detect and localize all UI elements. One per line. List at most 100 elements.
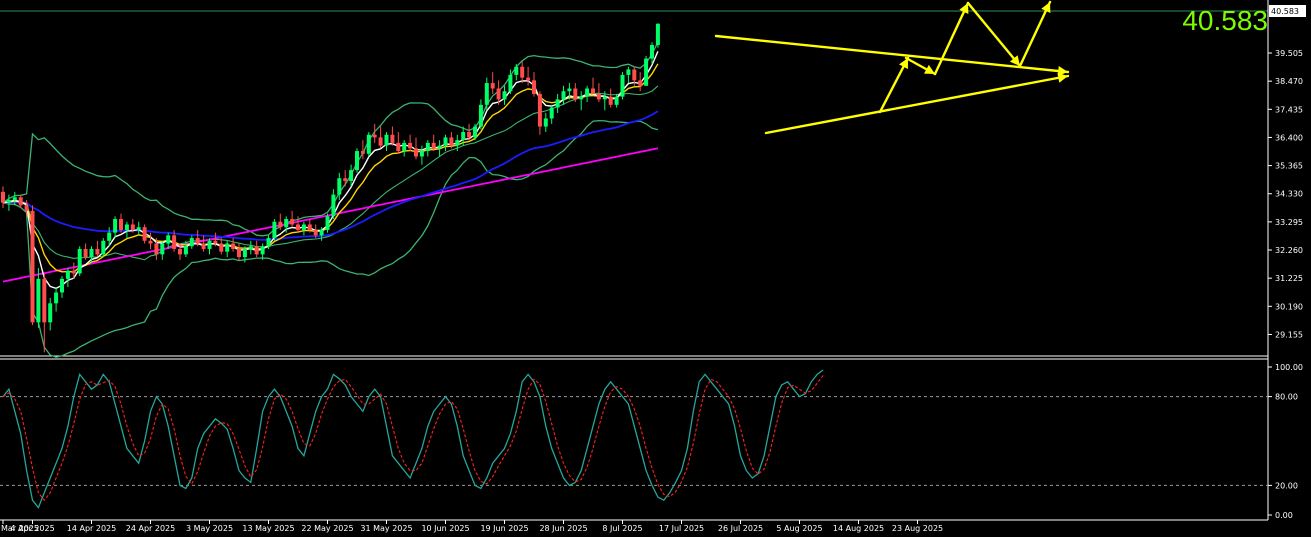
candle [337, 172, 342, 200]
candle [130, 219, 135, 233]
price-tick-label: 38.470 [1275, 77, 1303, 86]
candle-body [549, 107, 554, 119]
candle [449, 132, 454, 149]
projected-drop-head [1009, 55, 1020, 66]
candle-body [83, 248, 88, 258]
candle [160, 240, 165, 260]
candle-body [425, 142, 430, 152]
candle [48, 297, 53, 331]
candle [296, 216, 300, 233]
candle-body [213, 240, 218, 244]
candle [655, 23, 660, 48]
candle [172, 229, 177, 252]
candle [213, 232, 218, 247]
candle [60, 276, 64, 298]
candle-body [537, 93, 542, 127]
candle [366, 132, 371, 157]
candle [77, 246, 82, 277]
price-tick-label: 33.295 [1275, 218, 1303, 227]
time-tick-label: Mar 2025 [1, 524, 39, 533]
price-tick-label: 31.225 [1275, 274, 1303, 283]
candle [455, 134, 460, 152]
candle [378, 126, 383, 149]
candle [95, 240, 100, 258]
candle [372, 123, 377, 143]
candle [166, 232, 171, 249]
bollinger-lower [2, 119, 659, 358]
candle [549, 104, 554, 124]
candle-body [266, 238, 271, 247]
candle-body [183, 246, 188, 255]
candle-body [6, 199, 11, 203]
time-tick-label: 10 Jun 2025 [421, 524, 469, 533]
candle [119, 213, 123, 233]
candle-body [54, 292, 59, 304]
candle-body [496, 88, 501, 100]
candle-body [355, 151, 359, 171]
candle [408, 134, 413, 152]
candle-body [602, 96, 607, 100]
candle-body [579, 96, 584, 100]
time-tick-label: 24 Apr 2025 [126, 524, 175, 533]
candle [242, 246, 247, 263]
time-tick-label: 23 Aug 2025 [892, 524, 943, 533]
candle [355, 148, 359, 173]
candle-body [160, 243, 165, 255]
candle [71, 262, 76, 279]
candle-body [384, 134, 389, 146]
candle [65, 267, 70, 288]
candle-body [154, 243, 159, 255]
candle [331, 189, 336, 220]
price-tick-label: 35.365 [1275, 162, 1303, 171]
time-tick-label: 28 Jun 2025 [539, 524, 587, 533]
candle-body [113, 219, 118, 233]
candle-body [473, 126, 477, 138]
time-tick-label: 13 May 2025 [242, 524, 294, 533]
candle [425, 140, 430, 157]
candle-body [12, 197, 17, 200]
wave-up-1 [878, 56, 910, 114]
candle [89, 246, 94, 263]
candle [136, 221, 141, 236]
ma-white [2, 51, 659, 290]
candle-body [172, 235, 177, 249]
trend-annotations [714, 0, 1070, 135]
candle [626, 66, 631, 84]
candle-body [349, 170, 354, 181]
wave-down-1-head [924, 64, 935, 74]
candle [154, 238, 159, 260]
candle-body [189, 238, 194, 247]
candle [384, 132, 389, 152]
price-axis: 39.505 38.470 37.435 36.400 35.365 34.330 33.2… [1268, 49, 1303, 520]
candle-body [585, 88, 590, 97]
candle [278, 213, 283, 230]
candle [414, 137, 418, 160]
candle [219, 238, 224, 255]
candlestick-series [1, 23, 660, 353]
candle [254, 240, 259, 258]
candle-body [455, 140, 460, 146]
candle [443, 134, 448, 152]
candle-body [437, 145, 442, 149]
candle-body [319, 229, 324, 236]
candle-body [272, 221, 277, 239]
candle-body [60, 278, 64, 293]
candle [178, 243, 182, 260]
candle-body [65, 270, 70, 279]
candle [543, 112, 548, 133]
candle-body [1, 191, 5, 203]
candle [596, 83, 601, 103]
candle-body [101, 240, 106, 255]
candle-body [543, 118, 548, 127]
bollinger-bands [2, 41, 659, 358]
candle [632, 66, 637, 86]
time-tick-label: 4 Apr 2025 [10, 524, 54, 533]
time-tick-label: 26 Jul 2025 [718, 524, 763, 533]
candle [608, 88, 613, 108]
candle [183, 240, 188, 258]
candle [12, 191, 17, 206]
stoch-tick-label: 20.00 [1275, 481, 1298, 490]
candle-body [248, 246, 253, 249]
candle-body [608, 96, 613, 105]
